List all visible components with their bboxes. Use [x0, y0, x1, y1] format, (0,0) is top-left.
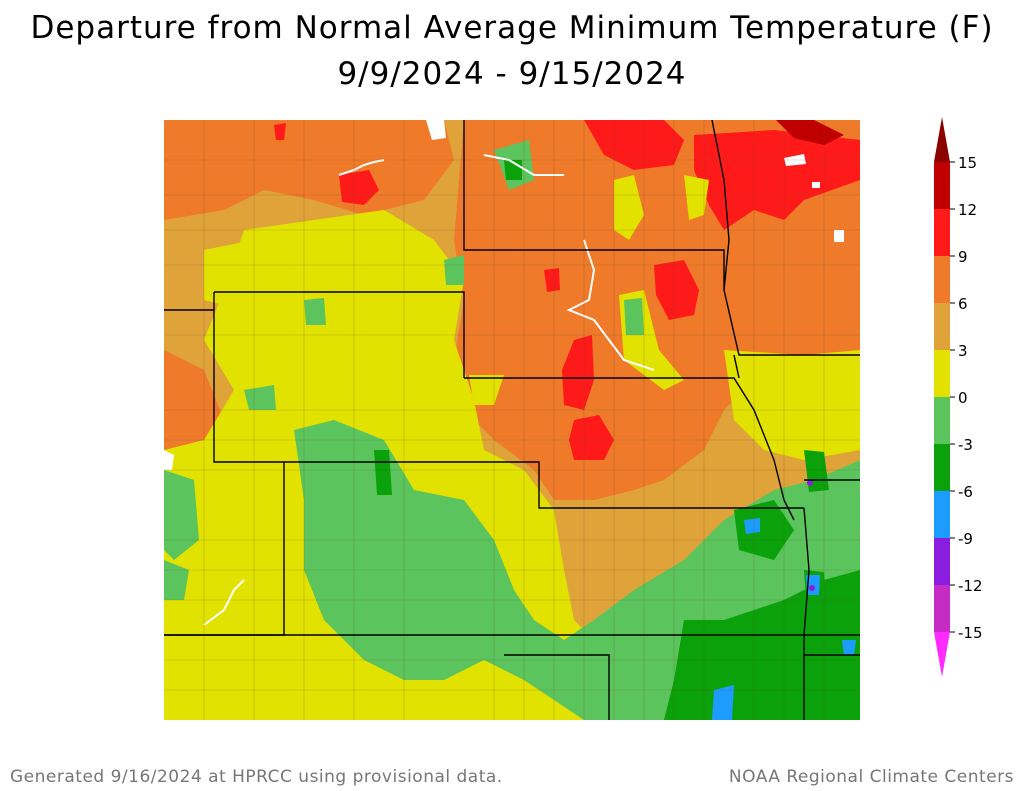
state-borders — [164, 120, 860, 720]
zone-neg9-to-neg6 — [712, 518, 856, 720]
legend-ticks: 15 12 9 6 3 0 -3 -6 -9 -12 -15 — [950, 154, 983, 642]
map-subtitle: 9/9/2024 - 9/15/2024 — [337, 56, 687, 92]
zone-12-to-15 — [776, 120, 844, 145]
legend-tick-label: -15 — [958, 624, 983, 642]
legend-band — [934, 585, 950, 632]
footer-organization: NOAA Regional Climate Centers — [728, 767, 1014, 787]
zone-9-to-12 — [274, 120, 860, 460]
temperature-departure-map — [164, 120, 860, 720]
legend-band — [934, 491, 950, 538]
color-legend: 15 12 9 6 3 0 -3 -6 -9 -12 -15 — [934, 117, 983, 677]
map-title: Departure from Normal Average Minimum Te… — [30, 10, 994, 46]
legend-band — [934, 303, 950, 350]
water-missing-data — [164, 120, 844, 470]
legend-tick-label: -6 — [958, 483, 973, 501]
legend-band — [934, 350, 950, 397]
county-lines — [164, 120, 860, 720]
footer-credit: Generated 9/16/2024 at HPRCC using provi… — [10, 767, 503, 787]
legend-top-arrow — [934, 117, 950, 162]
rivers — [203, 154, 655, 626]
legend-tick-label: -9 — [958, 530, 973, 548]
legend-band — [934, 397, 950, 444]
legend-tick-label: 15 — [958, 154, 977, 172]
legend-bands — [934, 117, 950, 677]
zone-neg6-to-neg3 — [374, 160, 860, 720]
legend-band — [934, 256, 950, 303]
legend-tick-label: 6 — [958, 295, 968, 313]
legend-bottom-arrow — [934, 632, 950, 677]
legend-tick-label: 3 — [958, 342, 968, 360]
legend-tick-label: -3 — [958, 436, 973, 454]
legend-tick-label: 0 — [958, 389, 968, 407]
legend-tick-label: 12 — [958, 201, 977, 219]
legend-band — [934, 538, 950, 585]
legend-band — [934, 162, 950, 209]
legend-band — [934, 444, 950, 491]
zone-neg12-to-neg9 — [807, 480, 815, 591]
legend-tick-label: 9 — [958, 248, 968, 266]
legend-tick-label: -12 — [958, 577, 983, 595]
legend-band — [934, 209, 950, 256]
